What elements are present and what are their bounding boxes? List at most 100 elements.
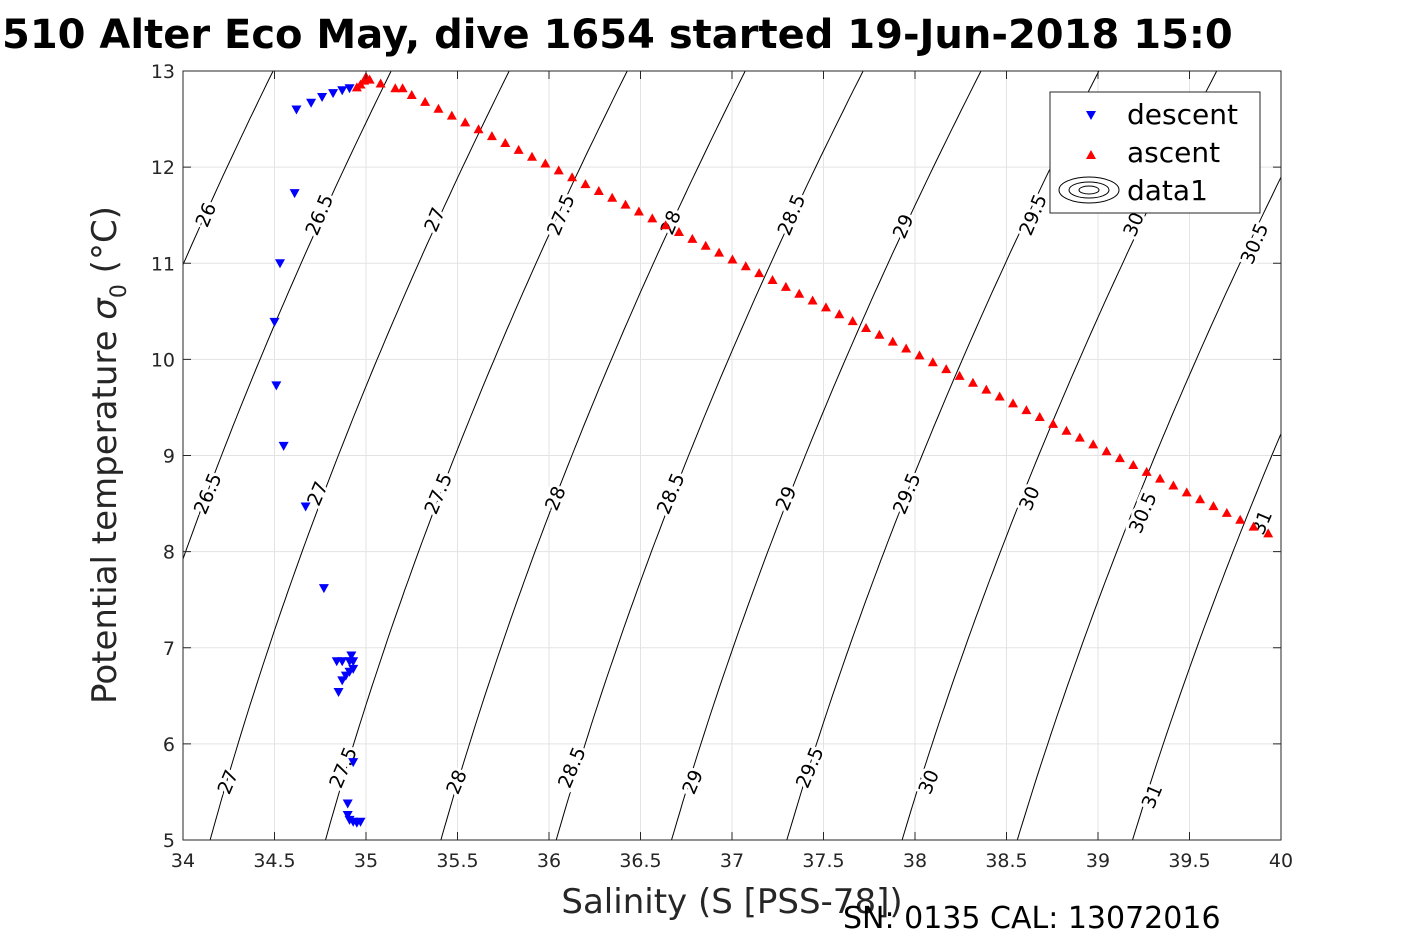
y-tick-label: 7 [163,638,175,660]
descent-point [355,817,366,827]
ascent-point [740,261,751,271]
legend: descent ascent data1 [1049,91,1261,214]
ascent-point [580,179,591,189]
descent-point [271,381,282,391]
descent-point [342,811,353,821]
y-axis-label-subscript: 0 [107,284,132,298]
legend-descent-marker [1086,111,1096,120]
ascent-point [834,309,845,319]
descent-point [346,651,357,661]
ascent-point [807,295,818,305]
descent-point [348,657,359,667]
serial-calibration-note: SN: 0135 CAL: 13072016 [843,901,1221,936]
ascent-point [567,172,578,182]
ascent-point [1088,439,1099,449]
legend-data1-label: data1 [1127,174,1208,207]
ascent-point [390,83,401,93]
descent-point [340,671,351,681]
ascent-point [446,110,457,120]
descent-point [337,676,348,686]
ascent-point [1074,432,1085,442]
ascent-point [1263,528,1274,538]
x-tick-label: 38.5 [985,850,1027,872]
x-tick-label: 36.5 [619,850,661,872]
descent-point [344,84,355,94]
x-tick-label: 35 [354,850,378,872]
ascent-point [687,233,698,243]
y-tick-label: 6 [163,734,175,756]
ascent-point [620,199,631,209]
ascent-point [927,357,938,367]
ascent-point [486,131,497,141]
descent-point [306,98,317,108]
y-axis-label-sigma: σ [85,297,125,320]
ascent-point [981,384,992,394]
ascent-point [874,329,885,339]
ascent-point [794,288,805,298]
ascent-point [1248,521,1259,531]
legend-ascent-label: ascent [1127,136,1220,169]
y-tick-label: 10 [151,349,175,371]
ascent-point [914,350,925,360]
ascent-point [994,391,1005,401]
descent-point [318,584,329,594]
y-tick-label: 8 [163,542,175,564]
descent-point [317,92,328,102]
density-contour-line [1132,432,1281,840]
y-tick-label: 5 [163,830,175,852]
ascent-point [754,268,765,278]
legend-ascent-marker [1086,150,1096,159]
ascent-point [473,124,484,134]
ascent-point [1155,473,1166,483]
descent-point [291,105,302,115]
ascent-point [1048,418,1059,428]
ascent-point [633,206,644,216]
x-tick-label: 35.5 [436,850,478,872]
ascent-point [673,227,684,237]
ascent-point [887,336,898,346]
ascent-point [553,165,564,175]
descent-point [342,799,353,809]
ascent-point [780,281,791,291]
y-axis-label: Potential temperature σ0 (°C) [85,206,132,704]
ascent-point [1128,459,1139,469]
ascent-point [375,78,386,88]
legend-descent-label: descent [1127,98,1238,131]
descent-point [300,502,311,512]
ascent-point [460,117,471,127]
chart-title: 510 Alter Eco May, dive 1654 started 19-… [2,12,1233,58]
ascent-point [820,302,831,312]
y-tick-label: 9 [163,446,175,468]
density-contour-line [325,71,628,840]
x-tick-label: 37 [720,850,744,872]
x-tick-label: 39 [1086,850,1110,872]
ascent-point [967,377,978,387]
x-tick-label: 39.5 [1168,850,1210,872]
ascent-point [500,137,511,147]
density-contour-line [440,71,746,840]
data-points [269,71,1274,828]
ascent-point [901,343,912,353]
ascent-point [1101,446,1112,456]
density-contour-line [1016,175,1281,840]
ascent-point [861,322,872,332]
ascent-point [941,364,952,374]
x-tick-label: 34 [171,850,195,872]
ascent-point [1168,480,1179,490]
y-tick-label: 13 [151,61,175,83]
descent-point [348,758,359,768]
ascent-point [1208,501,1219,511]
y-axis-label-main: Potential temperature [85,320,125,704]
y-tick-label: 12 [151,157,175,179]
ascent-point [1141,466,1152,476]
ascent-point [397,83,408,93]
descent-point [289,189,300,199]
ascent-point [1034,412,1045,422]
ascent-point [767,275,778,285]
y-axis-label-unit: (°C) [85,206,125,284]
ascent-point [433,103,444,113]
ascent-point [1021,405,1032,415]
ascent-point [1221,507,1232,517]
legend-box [1049,91,1261,214]
